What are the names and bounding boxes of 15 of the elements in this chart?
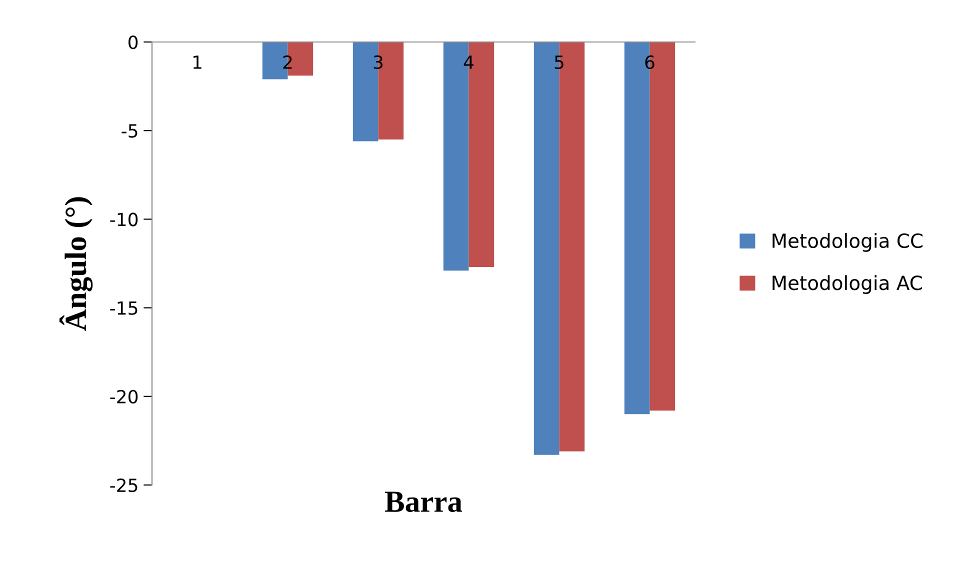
- x-tick-label: 5: [554, 56, 564, 70]
- x-tick-label: 3: [374, 55, 383, 70]
- legend-label: Metodologia CC: [772, 233, 922, 252]
- y-tick-label: -10: [110, 212, 138, 226]
- y-tick-label: 0: [128, 35, 138, 50]
- y-tick-label: -20: [110, 390, 138, 404]
- legend-label: Metodologia AC: [772, 275, 922, 294]
- x-tick-label: 1: [193, 56, 202, 69]
- y-tick-label: -25: [110, 478, 138, 492]
- x-tick-label: 2: [283, 55, 292, 69]
- x-axis-title: Barra: [384, 492, 462, 512]
- y-tick-label: -15: [110, 301, 138, 315]
- y-tick-label: -5: [122, 124, 138, 138]
- y-axis-title: Ângulo (°): [59, 197, 93, 331]
- x-tick-label: 4: [464, 56, 474, 69]
